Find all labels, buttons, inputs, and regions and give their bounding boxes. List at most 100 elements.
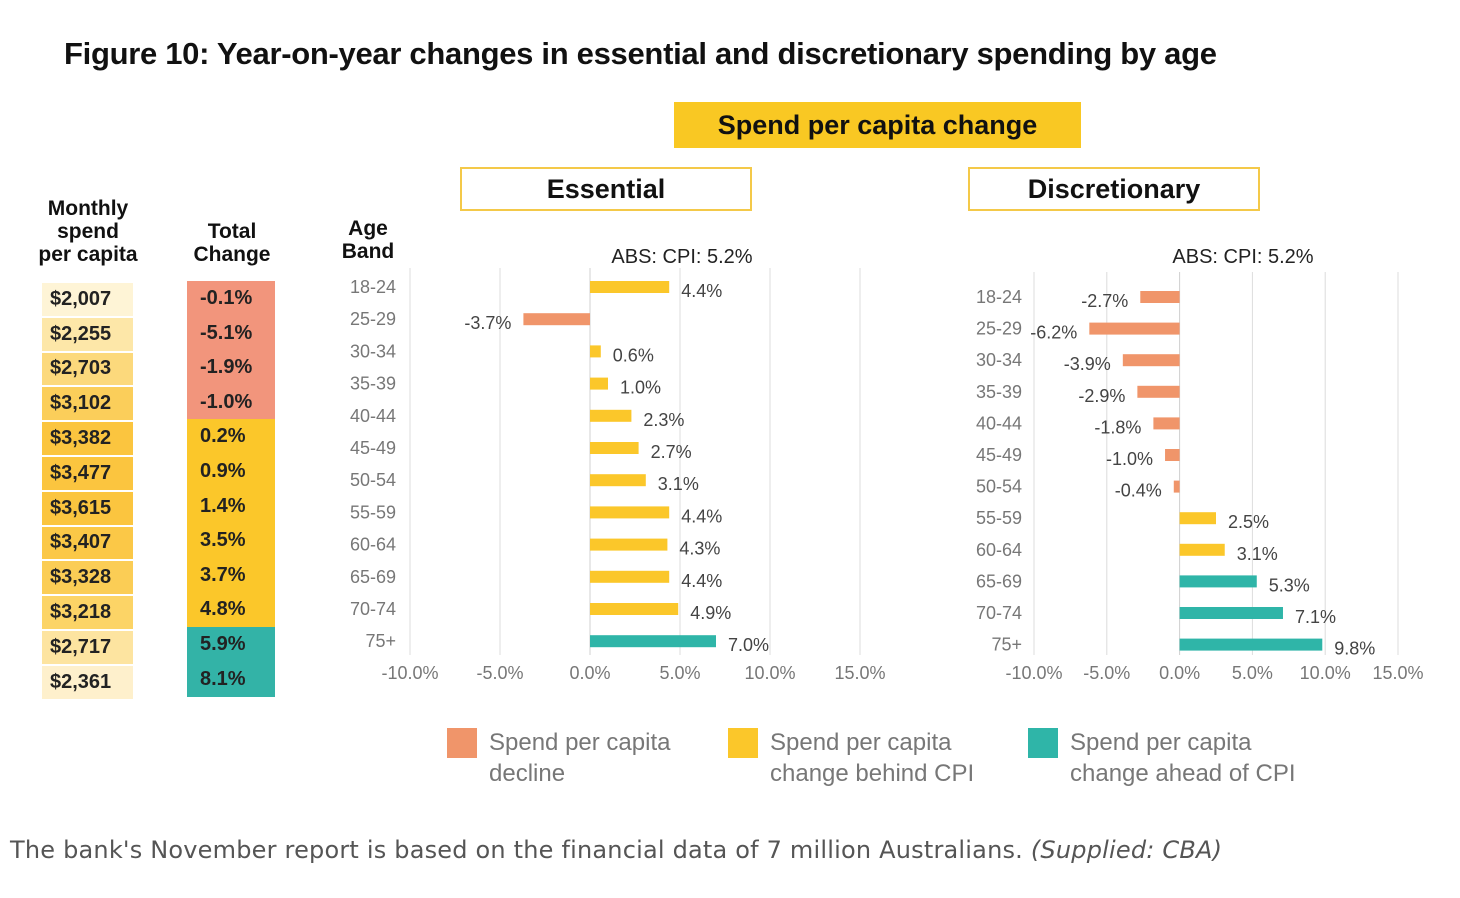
essential-bar <box>590 570 670 583</box>
discretionary-panel-title: Discretionary <box>968 167 1260 211</box>
essential-bar <box>590 506 670 519</box>
monthly-spend-cell: $3,407 <box>42 526 133 560</box>
discretionary-value-label: 9.8% <box>1334 639 1375 659</box>
essential-bar <box>590 603 679 615</box>
legend-swatch-decline <box>447 728 477 758</box>
caption-text: The bank's November report is based on t… <box>10 836 1024 864</box>
discretionary-value-label: -2.7% <box>1081 291 1128 311</box>
total-change-cell: 3.5% <box>187 523 275 559</box>
discretionary-bar <box>1165 449 1180 461</box>
discretionary-xtick-label: -5.0% <box>1083 663 1130 683</box>
essential-category-label: 35-39 <box>350 374 396 394</box>
image-caption: The bank's November report is based on t… <box>10 836 1222 864</box>
essential-bar <box>590 377 608 390</box>
age-band-header: Age Band <box>330 217 406 263</box>
essential-value-label: 2.3% <box>643 410 684 430</box>
discretionary-value-label: 2.5% <box>1228 512 1269 532</box>
discretionary-value-label: -3.9% <box>1064 354 1111 374</box>
discretionary-xtick-label: 0.0% <box>1159 663 1200 683</box>
discretionary-bar <box>1137 385 1180 398</box>
caption-source: (Supplied: CBA) <box>1030 836 1223 864</box>
essential-category-label: 30-34 <box>350 341 396 361</box>
discretionary-value-label: -1.8% <box>1094 417 1141 437</box>
discretionary-category-label: 45-49 <box>976 445 1022 465</box>
total-header-line: Change <box>193 243 271 266</box>
legend-label-ahead: Spend per capita change ahead of CPI <box>1070 727 1296 789</box>
discretionary-bar <box>1122 354 1180 367</box>
discretionary-value-label: -1.0% <box>1106 449 1153 469</box>
essential-bar <box>590 281 670 293</box>
essential-bar <box>590 442 639 454</box>
essential-category-label: 55-59 <box>350 502 396 522</box>
discretionary-cpi-annotation: ABS: CPI: 5.2% <box>1172 246 1313 268</box>
legend-label-line: Spend per capita <box>489 729 671 756</box>
age-header-line: Band <box>341 240 395 263</box>
discretionary-bar <box>1179 638 1323 651</box>
total-change-cell: 5.9% <box>187 627 275 663</box>
total-change-header: Total Change <box>180 220 284 266</box>
essential-value-label: 0.6% <box>613 345 654 365</box>
discretionary-category-label: 60-64 <box>976 540 1022 560</box>
monthly-spend-cell: $3,477 <box>42 457 133 490</box>
total-change-cell: -1.0% <box>187 384 275 420</box>
legend-label-line: Spend per capita <box>1070 729 1252 756</box>
discretionary-xtick-label: -10.0% <box>1005 663 1062 683</box>
essential-bar <box>590 474 646 487</box>
essential-value-label: 1.0% <box>620 378 661 398</box>
essential-xtick-label: 10.0% <box>744 663 795 683</box>
essential-category-label: 18-24 <box>350 277 396 297</box>
discretionary-bar <box>1173 480 1180 493</box>
discretionary-value-label: -6.2% <box>1030 323 1077 343</box>
essential-value-label: 4.4% <box>681 571 722 591</box>
essential-value-label: 2.7% <box>651 442 692 462</box>
essential-category-label: 70-74 <box>350 599 396 619</box>
legend-label-line: Spend per capita <box>770 729 952 756</box>
discretionary-category-label: 70-74 <box>976 603 1022 623</box>
essential-value-label: 7.0% <box>728 635 769 655</box>
total-change-cell: 8.1% <box>187 661 275 697</box>
essential-category-label: 65-69 <box>350 567 396 587</box>
spend-change-banner: Spend per capita change <box>674 102 1081 148</box>
essential-value-label: 4.4% <box>681 506 722 526</box>
monthly-spend-cell: $2,361 <box>42 665 133 699</box>
essential-bar <box>590 538 668 551</box>
monthly-header-line: spend <box>57 220 119 243</box>
essential-cpi-annotation: ABS: CPI: 5.2% <box>611 246 752 268</box>
essential-xtick-label: 15.0% <box>834 663 885 683</box>
discretionary-xtick-label: 10.0% <box>1300 663 1351 683</box>
discretionary-xtick-label: 15.0% <box>1372 663 1423 683</box>
monthly-spend-cell: $3,102 <box>42 387 133 421</box>
discretionary-value-label: -0.4% <box>1115 481 1162 501</box>
discretionary-bar <box>1153 417 1180 430</box>
essential-panel-title: Essential <box>460 167 752 211</box>
discretionary-value-label: 7.1% <box>1295 607 1336 627</box>
monthly-spend-cell: $2,717 <box>42 631 133 664</box>
discretionary-category-label: 65-69 <box>976 571 1022 591</box>
discretionary-bar <box>1179 575 1257 588</box>
legend-swatch-ahead <box>1028 728 1058 758</box>
total-change-cell: 1.4% <box>187 488 275 524</box>
essential-category-label: 45-49 <box>350 438 396 458</box>
monthly-spend-cell: $3,328 <box>42 561 133 595</box>
monthly-header-line: per capita <box>38 243 138 266</box>
discretionary-category-label: 55-59 <box>976 508 1022 528</box>
monthly-spend-cell: $3,382 <box>42 422 133 455</box>
discretionary-xtick-label: 5.0% <box>1232 663 1273 683</box>
legend-label-line: decline <box>489 760 566 787</box>
discretionary-category-label: 35-39 <box>976 382 1022 402</box>
monthly-spend-cell: $2,703 <box>42 352 133 386</box>
total-header-line: Total <box>207 220 257 243</box>
essential-xtick-label: -5.0% <box>476 663 523 683</box>
essential-category-label: 40-44 <box>350 406 396 426</box>
essential-category-label: 60-64 <box>350 535 396 555</box>
essential-xtick-label: -10.0% <box>381 663 438 683</box>
essential-value-label: 4.4% <box>681 281 722 301</box>
monthly-spend-cell: $2,007 <box>42 283 133 316</box>
essential-bar <box>590 409 632 422</box>
discretionary-category-label: 30-34 <box>976 350 1022 370</box>
discretionary-bar <box>1179 512 1216 525</box>
discretionary-category-label: 18-24 <box>976 287 1022 307</box>
essential-bar <box>590 635 716 648</box>
figure-title: Figure 10: Year-on-year changes in essen… <box>64 36 1217 71</box>
